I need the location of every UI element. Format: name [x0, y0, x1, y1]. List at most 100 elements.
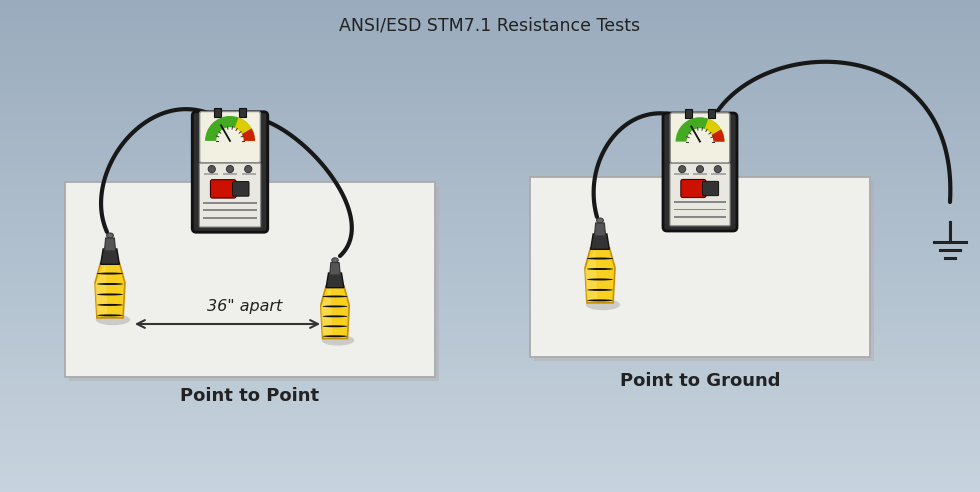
Bar [204, 173, 219, 175]
Polygon shape [95, 262, 125, 318]
Bar [0, 388, 980, 394]
Bar [69, 186, 439, 381]
Polygon shape [591, 234, 610, 249]
Bar [238, 108, 246, 117]
FancyBboxPatch shape [670, 163, 730, 226]
Bar [674, 173, 689, 175]
FancyBboxPatch shape [199, 163, 261, 227]
Ellipse shape [322, 315, 347, 317]
Bar [0, 166, 980, 172]
Bar [0, 225, 980, 231]
Bar [0, 78, 980, 84]
Bar [0, 279, 980, 285]
Text: ANSI/ESD STM7.1 Resistance Tests: ANSI/ESD STM7.1 Resistance Tests [339, 17, 641, 35]
Wedge shape [675, 117, 724, 142]
Bar [203, 210, 257, 211]
Bar [0, 152, 980, 157]
Text: Point to Point: Point to Point [180, 387, 319, 405]
Bar [0, 112, 980, 118]
Bar [0, 107, 980, 113]
Bar [0, 68, 980, 74]
Polygon shape [320, 287, 332, 338]
Bar [0, 250, 980, 256]
Bar [534, 181, 874, 361]
Bar [0, 427, 980, 433]
Circle shape [679, 166, 686, 173]
Bar [0, 142, 980, 148]
Ellipse shape [587, 299, 612, 302]
Bar [0, 294, 980, 300]
Bar [0, 161, 980, 167]
Bar [0, 117, 980, 123]
Ellipse shape [97, 293, 123, 296]
Ellipse shape [97, 314, 122, 316]
Ellipse shape [332, 258, 338, 263]
Bar [0, 171, 980, 177]
Bar [0, 88, 980, 93]
FancyBboxPatch shape [192, 112, 268, 232]
Bar [685, 109, 692, 118]
Wedge shape [230, 128, 255, 141]
Bar [0, 181, 980, 187]
Ellipse shape [322, 296, 348, 297]
Bar [0, 457, 980, 462]
Bar [0, 48, 980, 54]
Bar [711, 173, 725, 175]
Bar [222, 173, 237, 175]
FancyBboxPatch shape [200, 112, 261, 163]
Ellipse shape [587, 278, 613, 280]
Bar [0, 260, 980, 266]
Bar [0, 378, 980, 384]
Bar [0, 53, 980, 59]
Bar [693, 173, 707, 175]
Bar [0, 432, 980, 438]
Bar [0, 466, 980, 472]
Bar [0, 481, 980, 487]
Bar [0, 270, 980, 276]
Text: 36" apart: 36" apart [207, 299, 282, 314]
Bar [0, 309, 980, 315]
Bar [0, 368, 980, 374]
Polygon shape [326, 273, 344, 288]
Bar [65, 182, 435, 377]
Bar [0, 63, 980, 69]
Bar [0, 289, 980, 295]
Bar [0, 275, 980, 280]
Polygon shape [105, 238, 116, 251]
Bar [0, 329, 980, 335]
Ellipse shape [97, 273, 123, 275]
Bar [0, 92, 980, 98]
Polygon shape [320, 286, 349, 338]
Bar [0, 476, 980, 482]
Bar [242, 173, 256, 175]
Bar [0, 353, 980, 359]
Ellipse shape [97, 283, 123, 285]
Bar [0, 402, 980, 408]
Bar [203, 202, 257, 204]
Bar [0, 9, 980, 15]
Bar [0, 461, 980, 467]
Bar [0, 83, 980, 89]
Bar [203, 217, 257, 218]
Bar [0, 191, 980, 197]
Bar [0, 338, 980, 344]
Ellipse shape [322, 325, 347, 327]
Bar [0, 417, 980, 423]
Bar [0, 43, 980, 49]
Polygon shape [595, 223, 606, 236]
Circle shape [208, 165, 216, 173]
Bar [0, 412, 980, 418]
Wedge shape [700, 119, 724, 142]
Bar [0, 14, 980, 20]
Text: Point to Ground: Point to Ground [619, 372, 780, 390]
Bar [0, 33, 980, 39]
Bar [0, 358, 980, 364]
Bar [0, 230, 980, 236]
Wedge shape [700, 129, 724, 142]
Polygon shape [101, 249, 120, 264]
Bar [530, 177, 870, 357]
Polygon shape [95, 264, 108, 316]
Bar [0, 122, 980, 128]
Ellipse shape [96, 314, 130, 325]
Bar [0, 58, 980, 64]
